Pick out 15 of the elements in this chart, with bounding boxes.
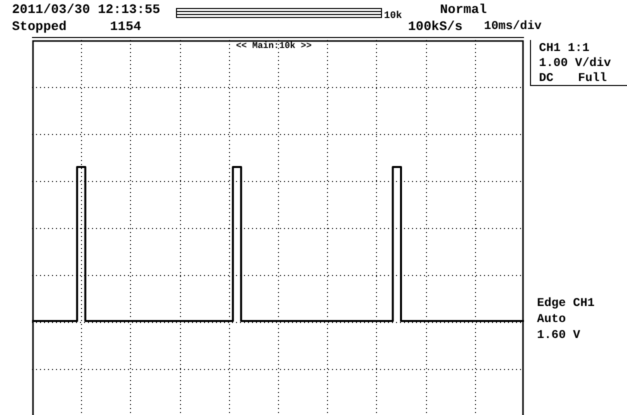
text: CH1 1:1 [539, 41, 590, 55]
text: 2011/03/30 12:13:55 [12, 2, 160, 17]
text: Normal [440, 2, 487, 17]
text: Auto [537, 312, 566, 326]
text: DC [539, 71, 554, 85]
text: Edge CH1 [537, 296, 595, 310]
text: << Main:10k >> [236, 41, 312, 51]
text: Full [578, 71, 607, 85]
text: Stopped [12, 19, 67, 34]
text: 1.00 V/div [539, 56, 612, 70]
text: 100kS/s [408, 19, 463, 34]
text: 1.60 V [537, 328, 580, 342]
text: 1154 [110, 19, 142, 34]
text: 10ms/div [484, 19, 542, 33]
text: 10k [384, 11, 402, 22]
